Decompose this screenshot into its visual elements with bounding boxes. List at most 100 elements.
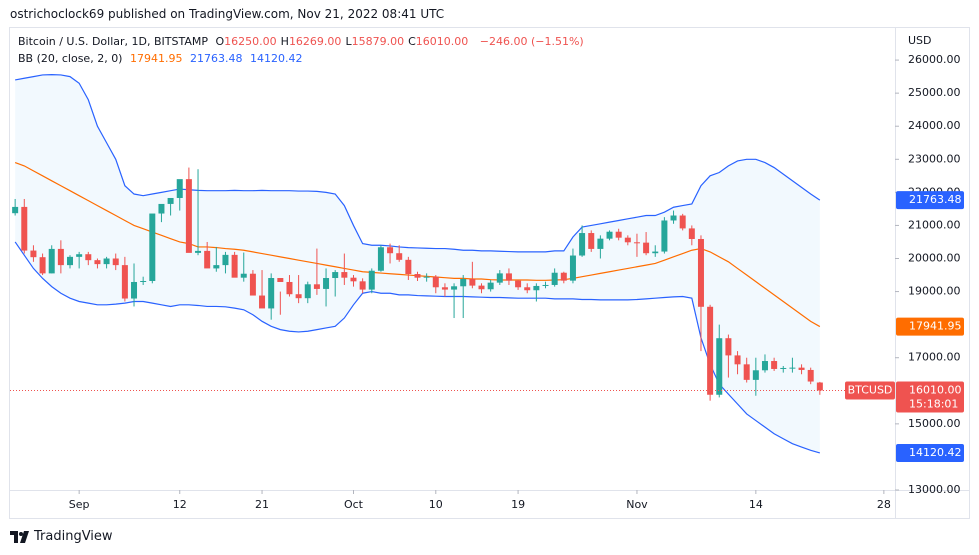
- candle-body: [21, 206, 28, 251]
- candle-body: [121, 265, 128, 299]
- candle-body: [432, 276, 439, 288]
- candle-body: [48, 248, 55, 274]
- candle-body: [743, 364, 750, 380]
- candle-body: [213, 265, 220, 269]
- ohlc-key: C: [408, 35, 416, 48]
- candle-body: [798, 367, 805, 370]
- ohlc-key: H: [280, 35, 289, 48]
- candle-body: [39, 257, 46, 274]
- band-fill: [15, 74, 820, 453]
- basis-badge-label: 17941.95: [909, 320, 962, 333]
- brand: TradingView: [34, 529, 113, 544]
- candle-body: [286, 281, 293, 295]
- candle-body: [94, 260, 101, 265]
- candle-body: [670, 215, 677, 221]
- candle-body: [469, 279, 476, 286]
- candle-body: [57, 248, 64, 266]
- candle-body: [460, 279, 467, 287]
- x-tick-label: 19: [511, 498, 525, 511]
- x-tick-label: Oct: [344, 498, 364, 511]
- ohlc: O16250.00 H16269.00 L15879.00 C16010.00: [215, 35, 472, 48]
- candle-body: [112, 258, 119, 266]
- candle-body: [131, 281, 138, 299]
- candle-body: [341, 272, 348, 278]
- price-badge-countdown: 15:18:01: [909, 397, 958, 410]
- y-tick-label: 25000.00: [908, 86, 961, 99]
- logo: [10, 530, 29, 543]
- basis-value: 17941.95: [129, 52, 183, 65]
- candle-body: [615, 231, 622, 238]
- symbol: Bitcoin / U.S. Dollar, 1D, BITSTAMP: [18, 35, 208, 48]
- candle-body: [560, 272, 567, 281]
- candle-body: [789, 367, 796, 369]
- candle-body: [30, 250, 37, 258]
- x-tick-label: Sep: [69, 498, 90, 511]
- y-tick-label: 13000.00: [908, 483, 961, 496]
- candle-body: [176, 179, 183, 198]
- price-badge: [896, 381, 964, 413]
- candle-body: [332, 272, 339, 279]
- candle-body: [12, 206, 19, 214]
- candle-body: [423, 276, 430, 278]
- candle-body: [185, 179, 192, 253]
- legend-line-2: BB (20, close, 2, 0) 17941.95 21763.48 1…: [18, 52, 306, 65]
- upper-value: 21763.48: [189, 52, 243, 65]
- candle-body: [158, 203, 165, 214]
- indicator: BB (20, close, 2, 0): [18, 52, 123, 65]
- candle-body: [679, 215, 686, 229]
- candle-body: [222, 254, 229, 266]
- candle-body: [551, 272, 558, 285]
- upper-band-line: [15, 74, 821, 253]
- candle-body: [451, 286, 458, 290]
- candle-body: [204, 250, 211, 269]
- ohlc-value: 16269.00: [288, 35, 342, 48]
- basis-badge: [896, 317, 964, 336]
- candle-body: [368, 270, 375, 290]
- candle-body: [716, 338, 723, 395]
- candle-body: [240, 273, 247, 278]
- ohlc-value: 16250.00: [224, 35, 277, 48]
- candle-body: [606, 231, 613, 239]
- upper-badge: [896, 191, 964, 210]
- x-tick-label: 12: [173, 498, 187, 511]
- y-axis-unit: USD: [908, 34, 932, 47]
- candle-body: [140, 280, 147, 282]
- candle-body: [707, 306, 714, 395]
- candle-body: [414, 274, 421, 278]
- candle-body: [350, 277, 357, 282]
- candle-body: [195, 250, 202, 253]
- candle-body: [103, 258, 110, 265]
- ohlc-key: L: [345, 35, 352, 48]
- change: −246.00 (−1.51%): [479, 35, 584, 48]
- candle-body: [295, 294, 302, 299]
- x-tick-label: 14: [749, 498, 763, 511]
- candle-body: [688, 228, 695, 239]
- candle-body: [588, 233, 595, 249]
- y-tick-label: 26000.00: [908, 53, 961, 66]
- candle-body: [359, 281, 366, 290]
- plot-area: [10, 74, 895, 454]
- candle-body: [396, 253, 403, 260]
- x-tick-label: 10: [429, 498, 443, 511]
- axes: USD 13000.00 15000.00 17000.00 19000.00 2000…: [69, 34, 964, 511]
- publish-header: ostrichoclock69 published on TradingView…: [10, 7, 445, 21]
- candle-body: [85, 254, 92, 261]
- candle-body: [487, 282, 494, 290]
- candle-body: [323, 278, 330, 289]
- candle-body: [304, 284, 311, 299]
- y-tick-label: 19000.00: [908, 285, 961, 298]
- x-tick-label: Nov: [626, 498, 648, 511]
- candle-body: [277, 278, 284, 282]
- ohlc-key: O: [215, 35, 225, 48]
- footer: TradingView: [10, 529, 113, 544]
- upper-badge-label: 21763.48: [909, 193, 962, 206]
- candle-body: [624, 237, 631, 243]
- lower-badge-label: 14120.42: [909, 446, 962, 459]
- candle-body: [67, 256, 74, 266]
- y-tick-label: 23000.00: [908, 152, 961, 165]
- candle-body: [771, 361, 778, 369]
- y-tick-label: 15000.00: [908, 417, 961, 430]
- candle-body: [533, 285, 540, 291]
- candle-body: [76, 254, 83, 257]
